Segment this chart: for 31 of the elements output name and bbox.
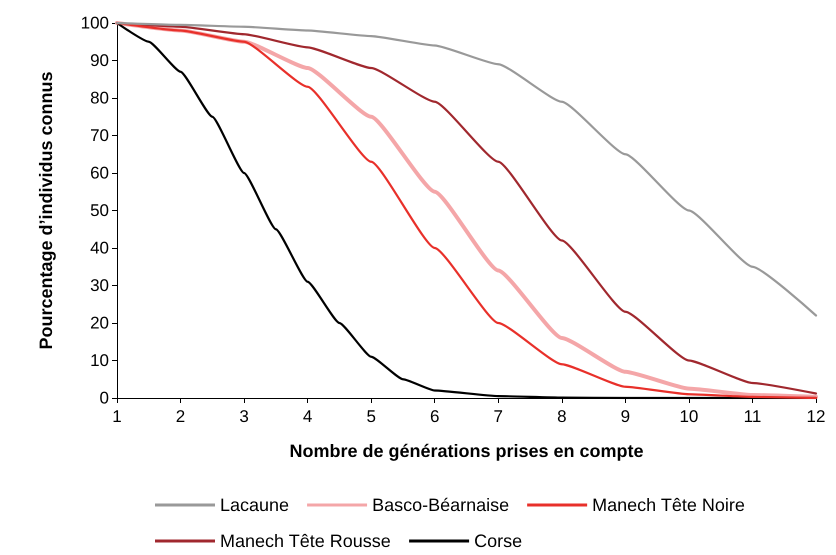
legend-label: Lacaune bbox=[220, 495, 290, 515]
legend-label: Basco-Béarnaise bbox=[372, 495, 510, 515]
y-axis-title: Pourcentage d’individus connus bbox=[36, 71, 56, 350]
y-tick-label: 90 bbox=[90, 51, 109, 70]
y-tick-label: 60 bbox=[90, 164, 109, 182]
x-tick-label: 9 bbox=[620, 407, 630, 426]
y-tick-label: 10 bbox=[90, 351, 109, 370]
x-tick-label: 7 bbox=[494, 407, 504, 426]
y-tick-label: 0 bbox=[100, 388, 109, 408]
y-tick-label: 40 bbox=[90, 238, 109, 258]
y-tick-label: 70 bbox=[90, 126, 109, 145]
legend-label: Manech Tête Noire bbox=[592, 495, 745, 515]
x-axis-title: Nombre de générations prises en compte bbox=[289, 441, 644, 461]
legend-label: Manech Tête Rousse bbox=[220, 531, 391, 551]
x-tick-label: 11 bbox=[744, 407, 762, 426]
x-tick-label: 8 bbox=[557, 407, 567, 426]
x-tick-label: 3 bbox=[239, 407, 249, 426]
line-series bbox=[116, 22, 818, 317]
y-tick-label: 30 bbox=[90, 276, 109, 295]
x-tick-label: 4 bbox=[302, 407, 312, 426]
x-tick-label: 12 bbox=[806, 407, 826, 426]
y-tick-label: 50 bbox=[90, 201, 109, 220]
x-tick-label: 5 bbox=[366, 407, 376, 426]
y-tick-label: 100 bbox=[80, 14, 109, 32]
x-tick-label: 1 bbox=[112, 407, 122, 426]
y-tick-label: 80 bbox=[90, 88, 109, 108]
x-tick-label: 10 bbox=[679, 407, 698, 426]
x-tick-label: 6 bbox=[430, 407, 440, 426]
legend-label: Corse bbox=[474, 531, 522, 551]
y-tick-label: 20 bbox=[90, 314, 109, 332]
x-tick-label: 2 bbox=[176, 407, 186, 426]
